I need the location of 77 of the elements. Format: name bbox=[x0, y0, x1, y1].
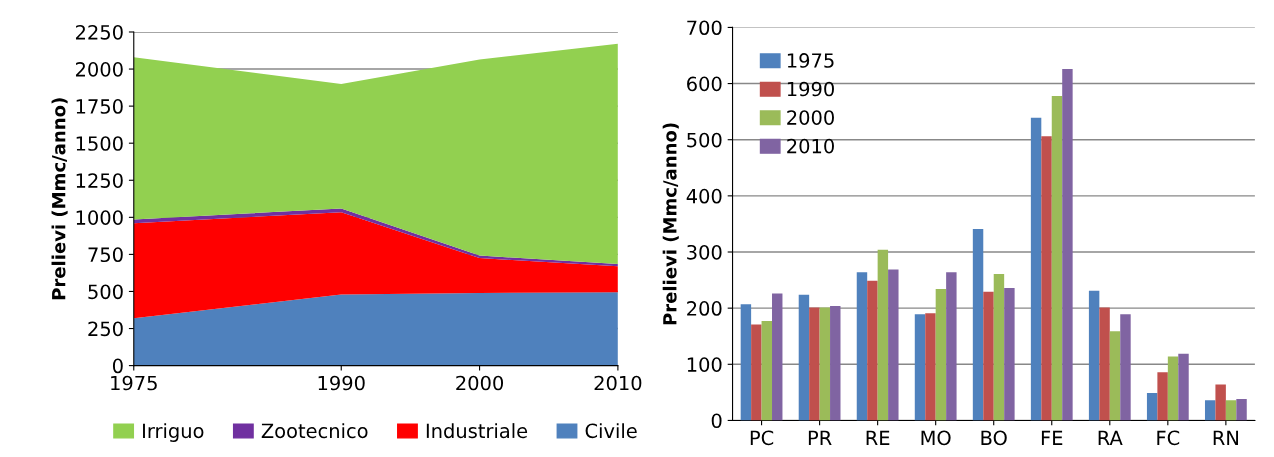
legend-label: Irriguo bbox=[143, 423, 204, 442]
bar bbox=[856, 272, 868, 421]
y-axis-title: Prelievi (Mmc/anno) bbox=[51, 98, 68, 300]
bar bbox=[830, 305, 841, 421]
bar bbox=[1004, 287, 1015, 421]
y-tick-label: 500 bbox=[88, 284, 123, 300]
y-tick-label: 300 bbox=[687, 244, 722, 260]
bar bbox=[1225, 400, 1237, 421]
y-tick-label: 400 bbox=[686, 188, 722, 204]
y-tick-label: 0 bbox=[112, 358, 123, 374]
bar bbox=[761, 321, 773, 421]
y-tick-label: 750 bbox=[88, 247, 123, 263]
x-tick-label: 1990 bbox=[318, 375, 365, 391]
y-tick-label: 1250 bbox=[76, 173, 123, 188]
x-tick-label: RA bbox=[1098, 430, 1123, 445]
x-tick-label: BO bbox=[981, 430, 1007, 446]
x-tick-label: 2010 bbox=[594, 375, 642, 391]
x-tick-label: FC bbox=[1157, 430, 1180, 446]
bar bbox=[983, 291, 994, 421]
bar bbox=[809, 307, 820, 421]
y-tick-label: 2250 bbox=[75, 24, 123, 40]
x-tick-label: PC bbox=[750, 430, 774, 446]
y-tick-label: 700 bbox=[687, 20, 722, 36]
y-tick-label: 100 bbox=[687, 357, 722, 372]
bar bbox=[993, 273, 1005, 421]
legend-label: Civile bbox=[585, 423, 637, 439]
bar bbox=[1178, 353, 1189, 421]
bar bbox=[1051, 95, 1063, 421]
bar bbox=[1215, 384, 1226, 421]
bar bbox=[1099, 307, 1110, 421]
bar bbox=[772, 293, 783, 421]
x-tick-label: MO bbox=[921, 430, 951, 446]
bar bbox=[1120, 314, 1131, 421]
bar bbox=[1157, 372, 1168, 421]
bar bbox=[935, 289, 947, 421]
bar bbox=[1062, 68, 1073, 421]
y-tick-label: 600 bbox=[687, 76, 722, 92]
legend-label: Industriale bbox=[426, 423, 528, 439]
bar bbox=[946, 272, 957, 421]
bar bbox=[1030, 117, 1042, 421]
legend-label: Zootecnico bbox=[261, 423, 368, 439]
y-tick-label: 200 bbox=[687, 301, 722, 316]
x-tick-label: RE bbox=[866, 430, 890, 445]
bar bbox=[1109, 331, 1121, 421]
bar bbox=[877, 249, 889, 421]
bar bbox=[1146, 392, 1158, 421]
y-tick-label: 500 bbox=[687, 132, 722, 148]
y-axis-title: Prelievi (Mmc/anno) bbox=[662, 123, 679, 325]
bar bbox=[819, 307, 831, 421]
y-tick-label: 250 bbox=[88, 321, 123, 337]
bar bbox=[798, 294, 810, 421]
bar bbox=[1204, 400, 1216, 421]
bar bbox=[740, 304, 752, 421]
bar bbox=[914, 314, 926, 421]
x-tick-label: 2000 bbox=[456, 375, 504, 391]
y-tick-label: 0 bbox=[711, 413, 722, 429]
bar bbox=[867, 280, 878, 421]
bar bbox=[1236, 399, 1247, 421]
bar bbox=[1041, 136, 1052, 421]
legend-label: 1990 bbox=[787, 81, 834, 97]
bar bbox=[888, 269, 899, 421]
legend-label: 2010 bbox=[787, 138, 834, 154]
bar bbox=[1088, 290, 1100, 421]
x-tick-label: PR bbox=[808, 430, 832, 445]
y-tick-label: 1500 bbox=[76, 136, 123, 151]
legend-label: 1975 bbox=[787, 53, 834, 68]
bar bbox=[751, 324, 762, 421]
y-tick-label: 1000 bbox=[76, 210, 123, 225]
x-tick-label: 1975 bbox=[111, 375, 157, 391]
legend-label: 2000 bbox=[787, 110, 834, 125]
x-tick-label: RN bbox=[1213, 430, 1238, 445]
y-tick-label: 2000 bbox=[75, 62, 123, 77]
bar bbox=[925, 313, 936, 421]
y-tick-label: 1750 bbox=[76, 99, 123, 114]
x-tick-label: FE bbox=[1041, 430, 1063, 445]
bar bbox=[1167, 356, 1179, 421]
bar bbox=[972, 228, 984, 421]
